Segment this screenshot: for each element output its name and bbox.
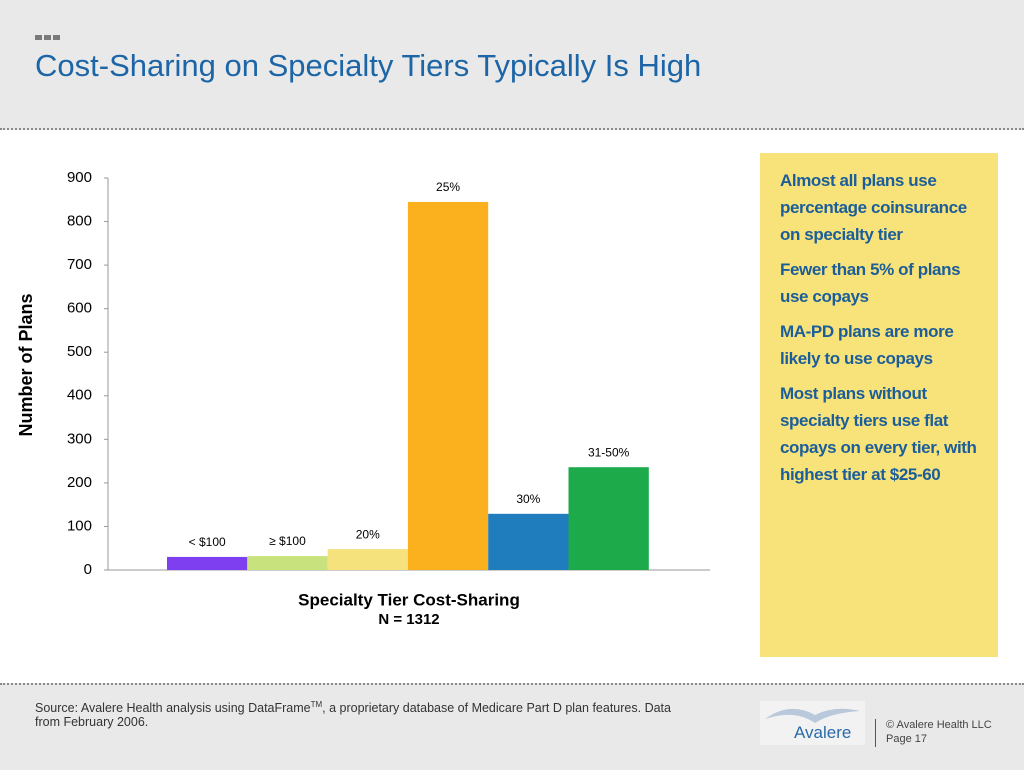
- subtitle: N = 1312: [378, 611, 439, 628]
- y-tick-label: 0: [84, 561, 92, 578]
- page-number: Page 17: [886, 733, 927, 745]
- decor: [35, 35, 42, 40]
- decor: [44, 35, 51, 40]
- bar-label: < $100: [189, 535, 226, 549]
- y-axis-title: Number of Plans: [16, 293, 36, 436]
- y-tick-label: 600: [67, 300, 92, 317]
- x-axis-title: Specialty Tier Cost-Sharing: [298, 590, 520, 609]
- bullet: MA-PD plans are more likely to use copay…: [780, 322, 954, 368]
- bullet: Fewer than 5% of plans use copays: [780, 260, 961, 306]
- y-tick-label: 800: [67, 213, 92, 230]
- logo-mark: [765, 708, 860, 723]
- footer-band: Source: Avalere Health analysis using Da…: [0, 683, 1024, 770]
- bar: [167, 556, 248, 570]
- bar: [407, 201, 489, 570]
- divider: [875, 719, 876, 747]
- copyright: © Avalere Health LLC: [886, 719, 992, 731]
- y-tick-label: 200: [67, 474, 92, 491]
- bar-label: 31-50%: [588, 445, 630, 459]
- bar-label: 20%: [356, 527, 380, 541]
- y-tick-label: 100: [67, 517, 92, 534]
- bar: [327, 549, 408, 570]
- source-text: , a proprietary database of Medicare Par…: [35, 701, 671, 730]
- source-text: Source: Avalere Health analysis using Da…: [35, 701, 311, 716]
- y-tick-label: 400: [67, 387, 92, 404]
- y-tick-label: 500: [67, 343, 92, 360]
- y-tick-label: 700: [67, 256, 92, 273]
- bar-label: 30%: [516, 492, 540, 506]
- y-tick-label: 300: [67, 430, 92, 447]
- bar: [488, 513, 569, 570]
- bar-label: 25%: [436, 180, 460, 194]
- bar: [568, 467, 649, 570]
- slide-title: Cost-Sharing on Specialty Tiers Typicall…: [35, 48, 702, 83]
- decor: [53, 35, 60, 40]
- logo-text: Avalere: [794, 723, 852, 742]
- sidebar: Almost all plans use percentage coinsura…: [760, 153, 998, 657]
- logo: Avalere: [760, 701, 865, 745]
- source-note: Source: Avalere Health analysis using Da…: [35, 698, 695, 729]
- header-band: Cost-Sharing on Specialty Tiers Typicall…: [0, 0, 1024, 130]
- y-tick-label: 900: [67, 169, 92, 186]
- bar: [247, 556, 328, 570]
- bar-label: ≥ $100: [269, 534, 306, 548]
- chart: Number of Plans Specialty Tier Cost-Shar…: [16, 169, 710, 628]
- bullet: Almost all plans use percentage coinsura…: [780, 171, 967, 244]
- bullet: Most plans without specialty tiers use f…: [780, 384, 977, 484]
- source-sup: TM: [310, 700, 323, 709]
